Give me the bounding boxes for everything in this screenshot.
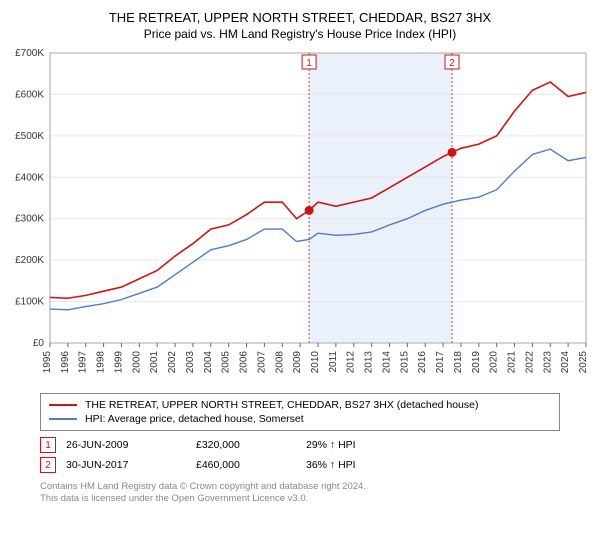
transactions-table: 1 26-JUN-2009 £320,000 29% ↑ HPI 2 30-JUN-201… [40, 435, 560, 475]
svg-text:2005: 2005 [221, 351, 232, 374]
svg-text:2006: 2006 [239, 351, 250, 374]
svg-text:2003: 2003 [185, 351, 196, 374]
svg-text:2009: 2009 [292, 351, 303, 374]
svg-text:2020: 2020 [489, 351, 500, 374]
legend: THE RETREAT, UPPER NORTH STREET, CHEDDAR… [40, 393, 560, 431]
svg-text:2025: 2025 [578, 351, 589, 374]
svg-text:1999: 1999 [113, 351, 124, 374]
legend-item: THE RETREAT, UPPER NORTH STREET, CHEDDAR… [49, 398, 551, 412]
svg-text:1998: 1998 [96, 351, 107, 374]
svg-text:2002: 2002 [167, 351, 178, 374]
legend-item: HPI: Average price, detached house, Some… [49, 412, 551, 426]
footer-line-2: This data is licensed under the Open Gov… [40, 493, 560, 505]
footer-attribution: Contains HM Land Registry data © Crown c… [40, 481, 560, 506]
svg-text:1997: 1997 [78, 351, 89, 374]
transaction-diff: 29% ↑ HPI [306, 439, 426, 451]
svg-text:2013: 2013 [364, 351, 375, 374]
transaction-row: 1 26-JUN-2009 £320,000 29% ↑ HPI [40, 435, 560, 455]
svg-text:2011: 2011 [328, 351, 339, 373]
svg-text:2001: 2001 [149, 351, 160, 374]
svg-text:2016: 2016 [417, 351, 428, 374]
transaction-index-badge: 2 [40, 457, 56, 473]
price-chart: £0 £100K £200K £300K £400K £500K £600K £700K 199… [0, 47, 600, 387]
legend-swatch [49, 418, 77, 420]
svg-text:2021: 2021 [507, 351, 518, 374]
svg-text:1995: 1995 [42, 351, 53, 374]
legend-swatch [49, 404, 77, 406]
transaction-index-badge: 1 [40, 437, 56, 453]
svg-text:2015: 2015 [399, 351, 410, 374]
svg-text:2018: 2018 [453, 351, 464, 374]
chart-subtitle: Price paid vs. HM Land Registry's House … [0, 25, 600, 47]
transaction-price: £320,000 [196, 439, 296, 451]
svg-text:2014: 2014 [381, 351, 392, 374]
chart-title: THE RETREAT, UPPER NORTH STREET, CHEDDAR… [0, 0, 600, 25]
transaction-date: 26-JUN-2009 [66, 439, 186, 451]
transaction-price: £460,000 [196, 459, 296, 471]
svg-text:£300K: £300K [15, 214, 44, 225]
svg-text:1996: 1996 [60, 351, 71, 374]
svg-text:2012: 2012 [346, 351, 357, 374]
svg-text:2022: 2022 [524, 351, 535, 374]
transaction-row: 2 30-JUN-2017 £460,000 36% ↑ HPI [40, 455, 560, 475]
svg-text:2023: 2023 [542, 351, 553, 374]
svg-text:2010: 2010 [310, 351, 321, 374]
legend-label: HPI: Average price, detached house, Some… [85, 413, 304, 425]
svg-text:£100K: £100K [15, 297, 44, 308]
svg-text:2008: 2008 [274, 351, 285, 374]
legend-label: THE RETREAT, UPPER NORTH STREET, CHEDDAR… [85, 399, 478, 411]
svg-text:£600K: £600K [15, 89, 44, 100]
svg-text:2004: 2004 [203, 351, 214, 374]
svg-text:2007: 2007 [256, 351, 267, 374]
svg-text:£400K: £400K [15, 172, 44, 183]
transaction-diff: 36% ↑ HPI [306, 459, 426, 471]
svg-text:2024: 2024 [560, 351, 571, 374]
svg-text:2: 2 [449, 58, 455, 69]
svg-text:£700K: £700K [15, 48, 44, 59]
svg-text:2017: 2017 [435, 351, 446, 374]
svg-text:£0: £0 [33, 338, 45, 349]
transaction-date: 30-JUN-2017 [66, 459, 186, 471]
svg-text:1: 1 [306, 58, 312, 69]
svg-text:2000: 2000 [131, 351, 142, 374]
svg-text:2019: 2019 [471, 351, 482, 374]
svg-text:£500K: £500K [15, 131, 44, 142]
footer-line-1: Contains HM Land Registry data © Crown c… [40, 481, 560, 493]
svg-text:£200K: £200K [15, 255, 44, 266]
